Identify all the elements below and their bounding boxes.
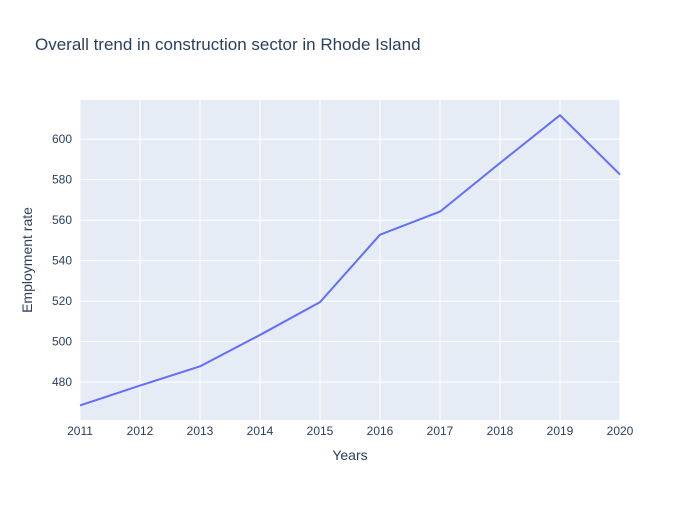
x-tick-label: 2017 [427,424,454,438]
x-tick-label: 2013 [187,424,214,438]
series-line [79,114,621,407]
x-tick-label: 2014 [247,424,274,438]
plot-area [80,100,620,420]
y-axis-title: Employment rate [19,207,35,313]
x-tick-labels: 2011 2012 2013 2014 2015 2016 2017 2018 2019 2020 [67,424,634,438]
x-tick-label: 2019 [547,424,574,438]
chart-title: Overall trend in construction sector in … [35,35,421,54]
y-gridlines [80,138,620,383]
y-tick-label: 500 [52,335,72,349]
x-tick-label: 2011 [67,424,93,438]
x-tick-label: 2020 [607,424,634,438]
y-tick-label: 580 [52,173,72,187]
y-tick-label: 520 [52,294,72,308]
x-tick-label: 2012 [127,424,154,438]
y-tick-label: 540 [52,254,72,268]
x-tick-label: 2015 [307,424,334,438]
x-axis-title: Years [332,447,367,463]
x-tick-label: 2016 [367,424,394,438]
y-tick-labels: 480 500 520 540 560 580 600 [52,132,72,389]
series-layer [79,114,621,407]
x-tick-label: 2018 [487,424,514,438]
y-tick-label: 600 [52,132,72,146]
y-tick-label: 480 [52,375,72,389]
y-tick-label: 560 [52,213,72,227]
